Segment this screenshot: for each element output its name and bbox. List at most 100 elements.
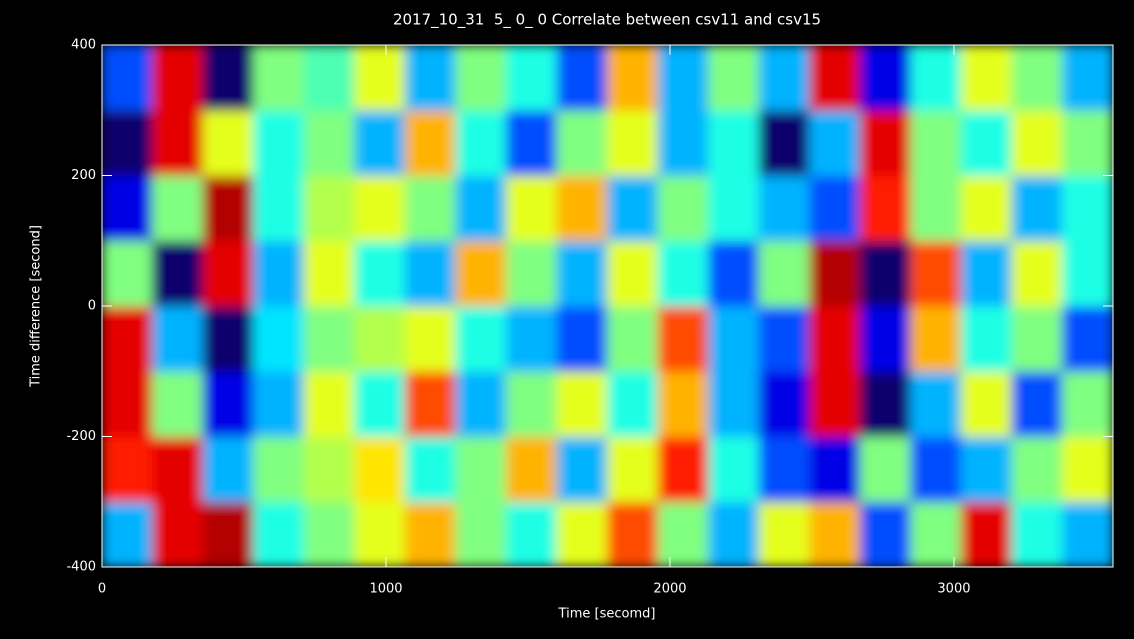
heatmap-cell xyxy=(404,305,457,372)
heatmap-cell xyxy=(102,109,154,176)
heatmap-cell xyxy=(354,109,406,176)
heatmap-cell xyxy=(1061,240,1113,307)
heatmap-cell xyxy=(910,501,962,567)
heatmap-cell xyxy=(809,305,861,372)
heatmap-cell xyxy=(1061,45,1113,111)
heatmap-cell xyxy=(1011,436,1063,503)
heatmap-cell xyxy=(505,240,558,307)
heatmap-cell xyxy=(253,305,305,372)
heatmap-cell xyxy=(1011,501,1063,567)
heatmap-cell xyxy=(253,109,305,176)
heatmap-cell xyxy=(1011,305,1063,372)
heatmap-cell xyxy=(859,305,912,372)
x-tick-label: 0 xyxy=(98,582,106,597)
heatmap-cell xyxy=(910,109,962,176)
heatmap-cell xyxy=(910,175,962,242)
heatmap-cell xyxy=(809,175,861,242)
heatmap-cell xyxy=(152,305,204,372)
heatmap-cell xyxy=(758,240,811,307)
heatmap-cell xyxy=(859,501,912,567)
heatmap-cell xyxy=(708,501,760,567)
heatmap-cell xyxy=(556,240,608,307)
heatmap-cell xyxy=(303,436,356,503)
heatmap-cell xyxy=(708,305,760,372)
heatmap-cell xyxy=(455,240,507,307)
heatmap-cell xyxy=(152,175,204,242)
chart-title: 2017_10_31 5_ 0_ 0 Correlate between csv… xyxy=(393,11,821,30)
heatmap-cell xyxy=(102,240,154,307)
heatmap-cell xyxy=(1061,305,1113,372)
heatmap-cell xyxy=(253,240,305,307)
heatmap-cell xyxy=(1061,175,1113,242)
heatmap-cell xyxy=(960,240,1013,307)
heatmap-cell xyxy=(1011,240,1063,307)
heatmap-cell xyxy=(404,240,457,307)
heatmap-cell xyxy=(102,45,154,111)
heatmap-cell xyxy=(657,45,710,111)
heatmap-cell xyxy=(303,305,356,372)
heatmap-cell xyxy=(152,501,204,567)
heatmap-cell xyxy=(455,45,507,111)
heatmap-cell xyxy=(455,501,507,567)
heatmap-cell xyxy=(102,501,154,567)
heatmap-cell xyxy=(758,370,811,437)
heatmap-cell xyxy=(657,109,710,176)
heatmap-cell xyxy=(354,370,406,437)
heatmap-cell xyxy=(505,370,558,437)
heatmap-cell xyxy=(303,370,356,437)
heatmap-cell xyxy=(758,501,811,567)
heatmap-cell xyxy=(607,45,659,111)
heatmap-cell xyxy=(354,45,406,111)
heatmap-cell xyxy=(202,436,255,503)
heatmap-cell xyxy=(354,305,406,372)
heatmap-cell xyxy=(152,436,204,503)
heatmap-cell xyxy=(859,109,912,176)
heatmap-cell xyxy=(657,240,710,307)
heatmap-cell xyxy=(404,370,457,437)
heatmap-cell xyxy=(607,175,659,242)
heatmap-cell xyxy=(102,175,154,242)
heatmap-cell xyxy=(354,436,406,503)
heatmap-cell xyxy=(809,109,861,176)
heatmap-cell xyxy=(708,436,760,503)
heatmap-cell xyxy=(607,109,659,176)
heatmap-cell xyxy=(960,109,1013,176)
heatmap-cell xyxy=(404,436,457,503)
heatmap-cell xyxy=(910,370,962,437)
heatmap-cell xyxy=(303,501,356,567)
heatmap-cell xyxy=(505,501,558,567)
heatmap-cell xyxy=(455,175,507,242)
heatmap-cell xyxy=(556,436,608,503)
heatmap-cell xyxy=(102,370,154,437)
heatmap-cell xyxy=(960,501,1013,567)
heatmap-cell xyxy=(708,240,760,307)
heatmap-cell xyxy=(1061,109,1113,176)
y-tick-label: -200 xyxy=(66,429,96,444)
heatmap-cell xyxy=(505,175,558,242)
heatmap-cell xyxy=(202,240,255,307)
heatmap-cell xyxy=(354,175,406,242)
heatmap-cell xyxy=(505,109,558,176)
heatmap-cell xyxy=(657,305,710,372)
heatmap-cell xyxy=(809,436,861,503)
heatmap-cell xyxy=(303,175,356,242)
heatmap-cell xyxy=(910,240,962,307)
heatmap-cell xyxy=(102,305,154,372)
x-tick-label: 2000 xyxy=(653,582,686,597)
heatmap-cell xyxy=(607,240,659,307)
heatmap-cell xyxy=(253,501,305,567)
heatmap-cell xyxy=(809,370,861,437)
heatmap-cell xyxy=(910,436,962,503)
heatmap-cells xyxy=(102,45,1113,567)
heatmap-cell xyxy=(1011,370,1063,437)
heatmap-cell xyxy=(253,436,305,503)
heatmap-cell xyxy=(758,436,811,503)
heatmap-cell xyxy=(1061,370,1113,437)
heatmap-cell xyxy=(202,109,255,176)
heatmap-cell xyxy=(455,305,507,372)
heatmap-cell xyxy=(1011,109,1063,176)
heatmap-cell xyxy=(708,175,760,242)
x-axis-label: Time [secomd] xyxy=(558,607,656,622)
heatmap-cell xyxy=(809,501,861,567)
